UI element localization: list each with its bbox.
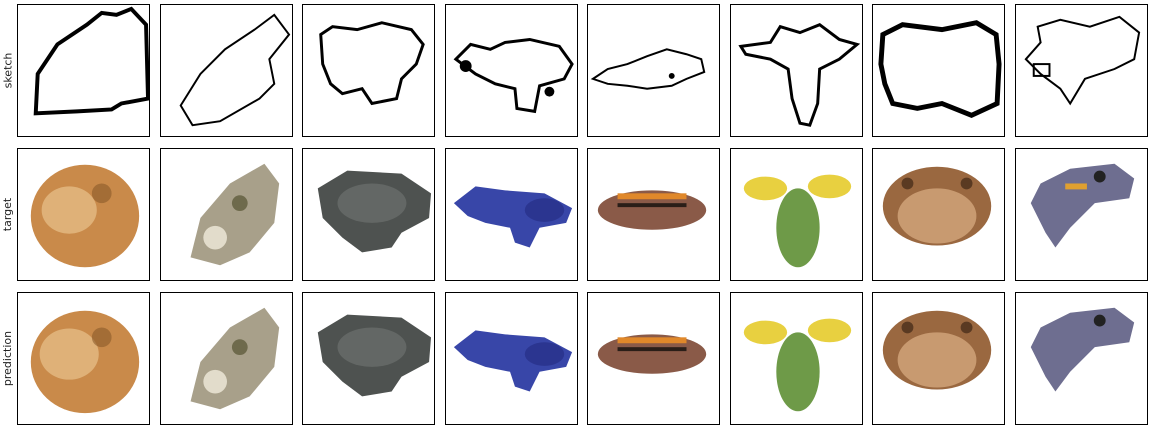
row-label-prediction: prediction: [1, 330, 15, 387]
target-image-2: [160, 148, 293, 281]
prediction-image-8: [1015, 292, 1148, 425]
sketch-image-7: [872, 4, 1005, 137]
target-image-3: [302, 148, 435, 281]
target-image-4: [445, 148, 578, 281]
prediction-image-1: [17, 292, 150, 425]
prediction-image-5: [587, 292, 720, 425]
prediction-image-7: [872, 292, 1005, 425]
sketch-image-4: [445, 4, 578, 137]
target-image-6: [730, 148, 863, 281]
sketch-image-8: [1015, 4, 1148, 137]
prediction-image-3: [302, 292, 435, 425]
prediction-image-4: [445, 292, 578, 425]
target-image-1: [17, 148, 150, 281]
prediction-image-6: [730, 292, 863, 425]
target-image-8: [1015, 148, 1148, 281]
sketch-image-3: [302, 4, 435, 137]
sketch-image-1: [17, 4, 150, 137]
prediction-image-2: [160, 292, 293, 425]
sketch-image-6: [730, 4, 863, 137]
sketch-image-5: [587, 4, 720, 137]
row-label-sketch: sketch: [1, 52, 15, 89]
row-label-target: target: [1, 197, 15, 232]
target-image-7: [872, 148, 1005, 281]
target-image-5: [587, 148, 720, 281]
sketch-image-2: [160, 4, 293, 137]
